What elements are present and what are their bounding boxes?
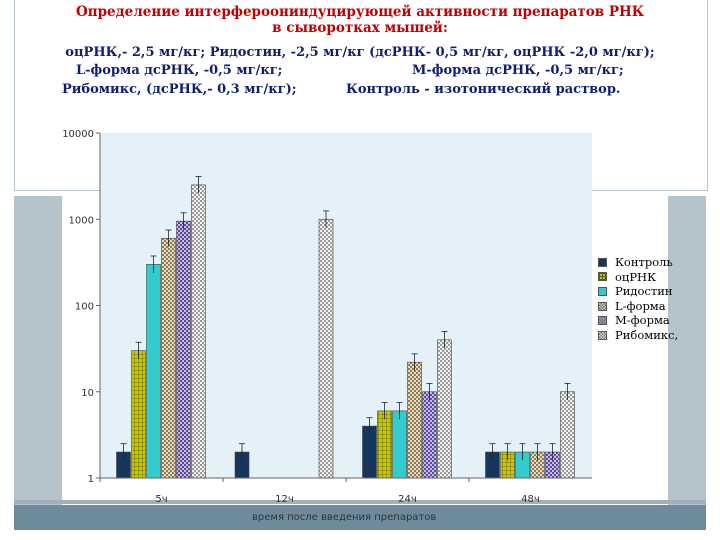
legend-swatch — [598, 272, 607, 282]
y-tick-label: 10000 — [62, 129, 94, 140]
x-tick-label: 5ч — [155, 494, 167, 505]
slide-title: Определение интерфероониндуцирующей акти… — [14, 4, 706, 36]
legend-swatch — [598, 286, 607, 296]
dosage-m-form: М-форма дсРНК, -0,5 мг/кг; — [412, 63, 624, 78]
legend-label: Ридостин — [615, 284, 673, 299]
y-tick-label: 10 — [81, 388, 94, 399]
bar — [407, 361, 422, 479]
legend-label: оцРНК — [615, 269, 656, 284]
bar — [318, 218, 334, 479]
legend-label: Контроль — [615, 255, 673, 269]
legend-item: L-форма — [598, 299, 696, 314]
bar — [437, 339, 452, 479]
legend-item: Контроль — [598, 255, 696, 270]
bar — [176, 220, 191, 479]
x-tick-label: 12ч — [275, 494, 294, 505]
legend-item: оцРНК — [598, 270, 696, 285]
interferon-bar-chart: 1 10 100 1000 10000 5ч 12ч 24ч 48ч — [62, 129, 592, 505]
decor-band-left — [14, 196, 62, 530]
dosage-l-form: L-форма дсРНК, -0,5 мг/кг; — [76, 63, 283, 78]
legend-swatch — [598, 316, 607, 326]
legend-swatch — [598, 330, 607, 340]
legend-item: М-форма — [598, 313, 696, 328]
bar — [560, 391, 575, 479]
y-tick-label: 1000 — [69, 215, 94, 226]
x-tick-label: 48ч — [521, 494, 540, 505]
bar — [161, 238, 176, 479]
dosage-ribomix: Рибомикс, (дсРНК,- 0,3 мг/кг); — [62, 82, 297, 97]
bar — [146, 264, 161, 479]
bar — [422, 391, 437, 479]
x-tick-label: 24ч — [398, 494, 417, 505]
title-line-2: в сыворотках мышей: — [272, 20, 448, 36]
x-axis-title: время после введения препаратов — [252, 512, 437, 523]
bar — [377, 410, 392, 479]
decor-band-right — [668, 196, 706, 530]
bar — [191, 184, 206, 479]
y-tick-label: 100 — [75, 302, 94, 313]
title-line-1: Определение интерфероониндуцирующей акти… — [75, 4, 645, 20]
decor-band-bottom — [14, 505, 706, 530]
legend-swatch — [598, 301, 607, 311]
legend-label: Рибомикс, — [615, 327, 679, 342]
decor-band-bottom-light — [14, 500, 706, 504]
dosage-line-1: оцРНК,- 2,5 мг/кг; Ридостин, -2,5 мг/кг … — [65, 45, 655, 60]
y-tick-label: 1 — [88, 474, 94, 485]
bar — [392, 410, 407, 479]
bar — [131, 350, 146, 479]
dosage-control: Контроль - изотонический раствор. — [346, 82, 621, 97]
legend-swatch — [598, 257, 607, 267]
legend-label: М-форма — [615, 313, 670, 328]
legend-item: Ридостин — [598, 284, 696, 299]
chart-legend: Контроль оцРНК Ридостин L-форма М-форма Рибом… — [598, 255, 696, 343]
legend-label: L-форма — [615, 298, 666, 313]
legend-item: Рибомикс, — [598, 328, 696, 343]
